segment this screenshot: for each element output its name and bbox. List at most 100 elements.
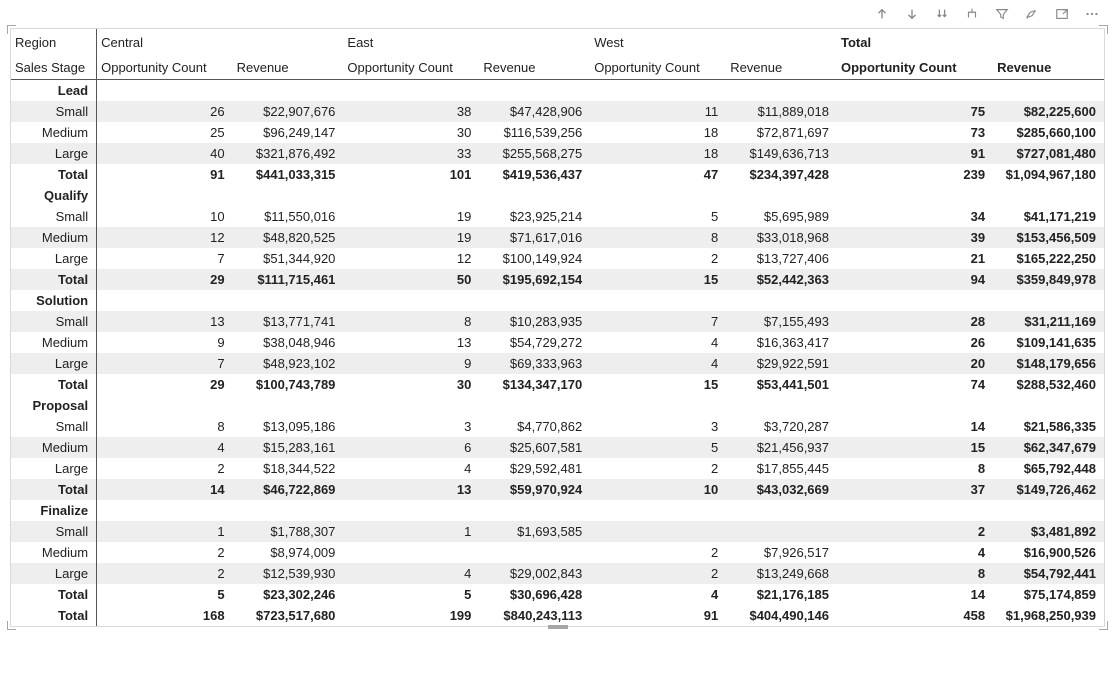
cell-w_cnt[interactable]: 18 [590,143,726,164]
cell-t_cnt[interactable]: 74 [837,374,993,395]
cell-t_rev[interactable]: $1,094,967,180 [993,164,1104,185]
cell-e_cnt[interactable]: 30 [343,122,479,143]
cell-c_rev[interactable]: $38,048,946 [233,332,344,353]
cell-c_cnt[interactable] [97,395,233,416]
cell-t_cnt[interactable]: 73 [837,122,993,143]
cell-t_rev[interactable]: $285,660,100 [993,122,1104,143]
cell-w_cnt[interactable]: 2 [590,458,726,479]
row-label[interactable]: Medium [11,122,97,143]
row-label[interactable]: Large [11,353,97,374]
cell-c_cnt[interactable]: 168 [97,605,233,626]
cell-c_rev[interactable] [233,185,344,206]
cell-w_cnt[interactable]: 4 [590,584,726,605]
header-east-count[interactable]: Opportunity Count [343,54,479,80]
cell-c_rev[interactable]: $96,249,147 [233,122,344,143]
cell-c_cnt[interactable]: 5 [97,584,233,605]
cell-e_rev[interactable]: $69,333,963 [479,353,590,374]
cell-t_cnt[interactable]: 39 [837,227,993,248]
cell-e_cnt[interactable]: 1 [343,521,479,542]
cell-e_cnt[interactable]: 5 [343,584,479,605]
cell-t_rev[interactable]: $62,347,679 [993,437,1104,458]
cell-t_rev[interactable]: $16,900,526 [993,542,1104,563]
cell-w_rev[interactable]: $5,695,989 [726,206,837,227]
more-options-icon[interactable] [1083,5,1101,23]
cell-c_cnt[interactable]: 26 [97,101,233,122]
cell-e_cnt[interactable]: 6 [343,437,479,458]
cell-e_rev[interactable]: $54,729,272 [479,332,590,353]
cell-w_cnt[interactable]: 5 [590,437,726,458]
cell-t_cnt[interactable]: 15 [837,437,993,458]
table-row[interactable]: Medium9$38,048,94613$54,729,2724$16,363,… [11,332,1104,353]
resize-corner[interactable] [7,25,16,34]
cell-e_rev[interactable]: $255,568,275 [479,143,590,164]
focus-mode-icon[interactable] [1053,5,1071,23]
header-salesstage-label[interactable]: Sales Stage [11,54,97,80]
cell-w_rev[interactable]: $21,176,185 [726,584,837,605]
cell-w_rev[interactable]: $149,636,713 [726,143,837,164]
cell-e_rev[interactable]: $4,770,862 [479,416,590,437]
cell-w_rev[interactable] [726,500,837,521]
cell-w_cnt[interactable] [590,80,726,102]
cell-w_cnt[interactable]: 18 [590,122,726,143]
cell-e_cnt[interactable]: 19 [343,206,479,227]
cell-e_cnt[interactable]: 4 [343,563,479,584]
cell-t_rev[interactable]: $21,586,335 [993,416,1104,437]
table-row[interactable]: Medium2$8,974,0092$7,926,5174$16,900,526 [11,542,1104,563]
spotlight-icon[interactable] [1023,5,1041,23]
cell-w_rev[interactable] [726,80,837,102]
row-label[interactable]: Large [11,248,97,269]
stage-header-row[interactable]: Proposal [11,395,1104,416]
cell-c_cnt[interactable] [97,80,233,102]
cell-t_cnt[interactable]: 21 [837,248,993,269]
cell-c_cnt[interactable] [97,500,233,521]
cell-w_rev[interactable]: $7,926,517 [726,542,837,563]
cell-c_rev[interactable]: $321,876,492 [233,143,344,164]
cell-t_cnt[interactable]: 28 [837,311,993,332]
cell-c_rev[interactable]: $15,283,161 [233,437,344,458]
cell-t_cnt[interactable]: 4 [837,542,993,563]
header-east-rev[interactable]: Revenue [479,54,590,80]
resize-corner[interactable] [7,621,16,630]
cell-w_rev[interactable]: $72,871,697 [726,122,837,143]
header-region-label[interactable]: Region [11,29,97,54]
cell-c_rev[interactable]: $11,550,016 [233,206,344,227]
cell-c_rev[interactable] [233,500,344,521]
cell-c_cnt[interactable]: 4 [97,437,233,458]
header-region-central[interactable]: Central [97,29,344,54]
cell-c_cnt[interactable]: 29 [97,269,233,290]
cell-w_cnt[interactable] [590,500,726,521]
cell-t_rev[interactable]: $3,481,892 [993,521,1104,542]
row-label[interactable]: Large [11,143,97,164]
filter-icon[interactable] [993,5,1011,23]
cell-c_cnt[interactable] [97,185,233,206]
cell-w_cnt[interactable]: 15 [590,269,726,290]
cell-w_rev[interactable] [726,290,837,311]
stage-subtotal-row[interactable]: Total29$111,715,46150$195,692,15415$52,4… [11,269,1104,290]
row-label[interactable]: Medium [11,437,97,458]
cell-e_cnt[interactable] [343,395,479,416]
cell-t_cnt[interactable]: 8 [837,458,993,479]
cell-t_rev[interactable] [993,500,1104,521]
cell-c_rev[interactable]: $13,095,186 [233,416,344,437]
cell-e_cnt[interactable]: 4 [343,458,479,479]
cell-c_rev[interactable]: $441,033,315 [233,164,344,185]
cell-c_cnt[interactable]: 13 [97,311,233,332]
cell-e_cnt[interactable]: 8 [343,311,479,332]
row-label[interactable]: Lead [11,80,97,102]
cell-w_rev[interactable] [726,185,837,206]
cell-t_rev[interactable]: $31,211,169 [993,311,1104,332]
cell-e_rev[interactable]: $134,347,170 [479,374,590,395]
cell-t_rev[interactable]: $54,792,441 [993,563,1104,584]
row-label[interactable]: Total [11,584,97,605]
row-label[interactable]: Small [11,521,97,542]
cell-c_cnt[interactable]: 2 [97,542,233,563]
cell-c_cnt[interactable]: 10 [97,206,233,227]
row-label[interactable]: Proposal [11,395,97,416]
table-row[interactable]: Small1$1,788,3071$1,693,5852$3,481,892 [11,521,1104,542]
row-label[interactable]: Large [11,458,97,479]
cell-w_rev[interactable]: $7,155,493 [726,311,837,332]
cell-c_cnt[interactable]: 8 [97,416,233,437]
table-row[interactable]: Large7$51,344,92012$100,149,9242$13,727,… [11,248,1104,269]
expand-hierarchy-icon[interactable] [963,5,981,23]
cell-c_rev[interactable]: $22,907,676 [233,101,344,122]
